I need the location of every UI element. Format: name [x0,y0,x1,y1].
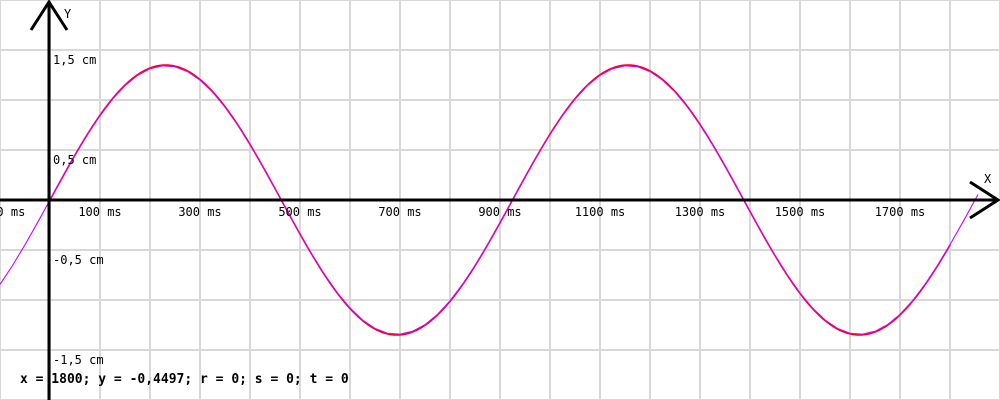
y-tick-label: -0,5 cm [53,253,104,267]
x-tick-label: 500 ms [278,205,321,219]
x-tick-label: 300 ms [178,205,221,219]
x-tick-label: 1100 ms [575,205,626,219]
x-tick-label: 900 ms [478,205,521,219]
x-tick-label: 700 ms [378,205,421,219]
y-tick-label: -1,5 cm [53,353,104,367]
series-line-1 [0,65,979,335]
coordinate-readout: x = 1800; y = -0,4497; r = 0; s = 0; t =… [20,372,349,387]
y-axis-arrow-icon [29,0,69,31]
x-tick-label: 1500 ms [775,205,826,219]
x-tick-label: 100 ms [78,205,121,219]
y-tick-label: 0,5 cm [53,153,96,167]
y-tick-labels: 1,5 cm 0,5 cm -0,5 cm -1,5 cm [53,53,104,367]
x-tick-labels: -100 ms 100 ms 300 ms 500 ms 700 ms 900 ms 110… [0,205,925,219]
x-axis-label: X [984,172,992,186]
x-axis-arrow-icon [969,180,1000,220]
x-tick-label: 1300 ms [675,205,726,219]
y-tick-label: 1,5 cm [53,53,96,67]
x-tick-label: 1700 ms [875,205,926,219]
y-axis-label: Y [64,7,72,21]
x-tick-label: -100 ms [0,205,25,219]
